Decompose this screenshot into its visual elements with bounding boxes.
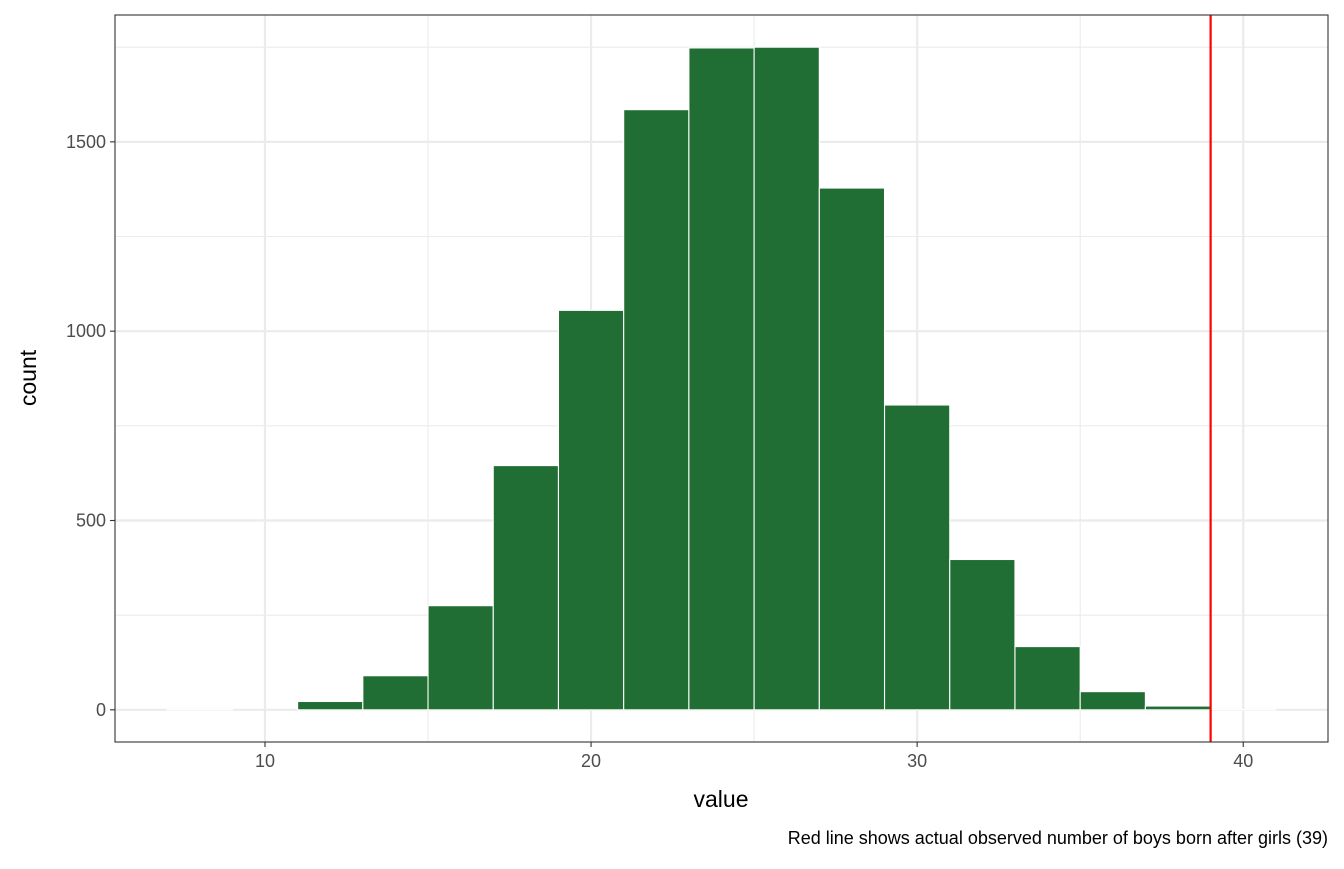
- histogram-bar: [558, 310, 623, 709]
- y-axis: 0 500 1000 1500: [66, 132, 115, 720]
- chart-caption: Red line shows actual observed number of…: [788, 828, 1328, 848]
- x-tick-label: 30: [907, 751, 927, 771]
- histogram-bar: [1145, 706, 1210, 710]
- histogram-bar: [363, 676, 428, 710]
- x-tick-label: 20: [581, 751, 601, 771]
- x-tick-label: 40: [1233, 751, 1253, 771]
- x-axis-title: value: [694, 786, 749, 812]
- histogram-bar: [819, 188, 884, 710]
- y-tick-label: 1500: [66, 132, 106, 152]
- x-tick-label: 10: [255, 751, 275, 771]
- histogram-bar: [298, 701, 363, 709]
- histogram-bar: [428, 606, 493, 710]
- histogram-bar: [689, 48, 754, 710]
- histogram-bar: [624, 110, 689, 710]
- histogram-bar: [493, 466, 558, 710]
- histogram-bar: [950, 559, 1015, 709]
- histogram-bar: [885, 405, 950, 710]
- y-tick-label: 0: [96, 700, 106, 720]
- x-axis: 10 20 30 40: [255, 742, 1253, 771]
- y-tick-label: 500: [76, 510, 106, 530]
- y-tick-label: 1000: [66, 321, 106, 341]
- histogram-bar: [754, 47, 819, 710]
- histogram-bar: [1080, 692, 1145, 710]
- histogram-bar: [1015, 647, 1080, 710]
- y-axis-title: count: [15, 349, 41, 406]
